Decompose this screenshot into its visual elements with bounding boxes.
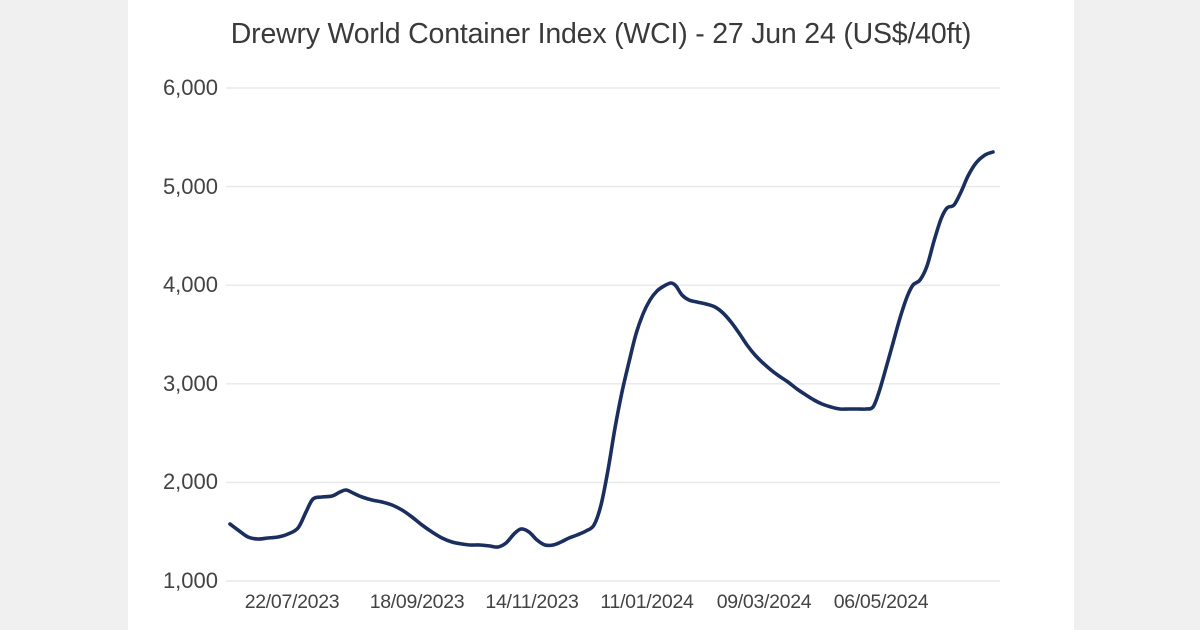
x-tick-label-0: 22/07/2023	[244, 591, 340, 613]
x-tick-label-2: 14/11/2023	[485, 591, 579, 613]
y-tick-label-5000: 5,000	[162, 173, 218, 199]
y-tick-label-1000: 1,000	[162, 568, 218, 593]
wci-line-series	[228, 150, 995, 549]
chart-plot-area: 1,000 2,000 3,000 4,000 5,000 6,000 22/07/202…	[128, 0, 1074, 630]
y-tick-label-3000: 3,000	[162, 370, 218, 396]
x-tick-label-5: 06/05/2024	[833, 591, 929, 613]
x-tick-label-4: 09/03/2024	[716, 591, 812, 613]
grid-lines	[226, 87, 1000, 582]
x-tick-label-3: 11/01/2024	[600, 591, 694, 613]
y-tick-label-6000: 6,000	[162, 75, 218, 100]
y-tick-label-2000: 2,000	[162, 469, 218, 495]
chart-card: Drewry World Container Index (WCI) - 27 …	[128, 0, 1074, 630]
x-tick-label-1: 18/09/2023	[369, 591, 465, 613]
chart-svg	[226, 87, 1000, 582]
y-tick-label-4000: 4,000	[162, 272, 218, 298]
chart-title: Drewry World Container Index (WCI) - 27 …	[230, 18, 972, 50]
